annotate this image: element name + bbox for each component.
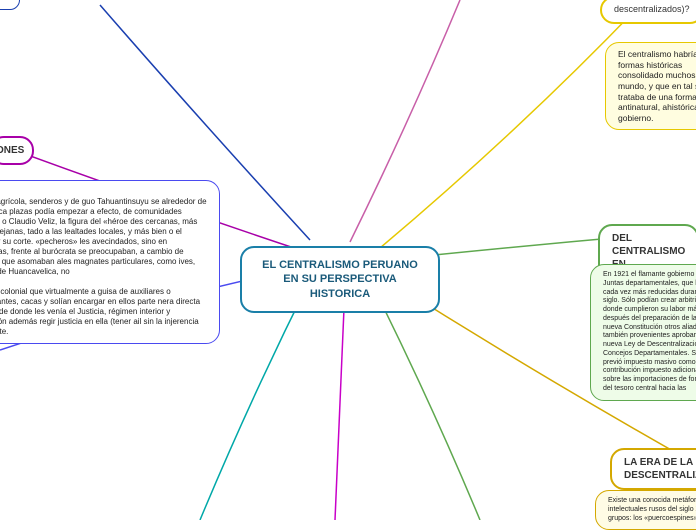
content-text: El centralismo habría formas históricas … (618, 49, 696, 123)
content-centralismo[interactable]: En 1921 el flamante gobierno de las Junt… (590, 264, 696, 401)
branch-top-right-fragment[interactable]: descentralizados)? (600, 0, 696, 24)
content-left-large[interactable]: structura agrícola, senderos y de guo Ta… (0, 180, 220, 344)
content-era-descent[interactable]: Existe una conocida metáfora de los inte… (595, 490, 696, 530)
content-text: Existe una conocida metáfora de los inte… (608, 497, 696, 522)
content-text: structura agrícola, senderos y de guo Ta… (0, 197, 207, 336)
content-text: En 1921 el flamante gobierno de las Junt… (603, 271, 696, 392)
branch-label: ONES (0, 145, 24, 156)
branch-label: descentralizados)? (614, 4, 690, 14)
content-top-right[interactable]: El centralismo habría formas históricas … (605, 42, 696, 130)
center-title: EL CENTRALISMO PERUANO EN SU PERSPECTIVA… (262, 259, 418, 300)
branch-label: LA ERA DE LA DESCENTRALIZACION (624, 457, 696, 481)
content-top-left-cut (0, 0, 20, 10)
center-node[interactable]: EL CENTRALISMO PERUANO EN SU PERSPECTIVA… (240, 246, 440, 313)
branch-era-descent[interactable]: LA ERA DE LA DESCENTRALIZACION (610, 448, 696, 490)
branch-ones[interactable]: ONES (0, 136, 34, 165)
